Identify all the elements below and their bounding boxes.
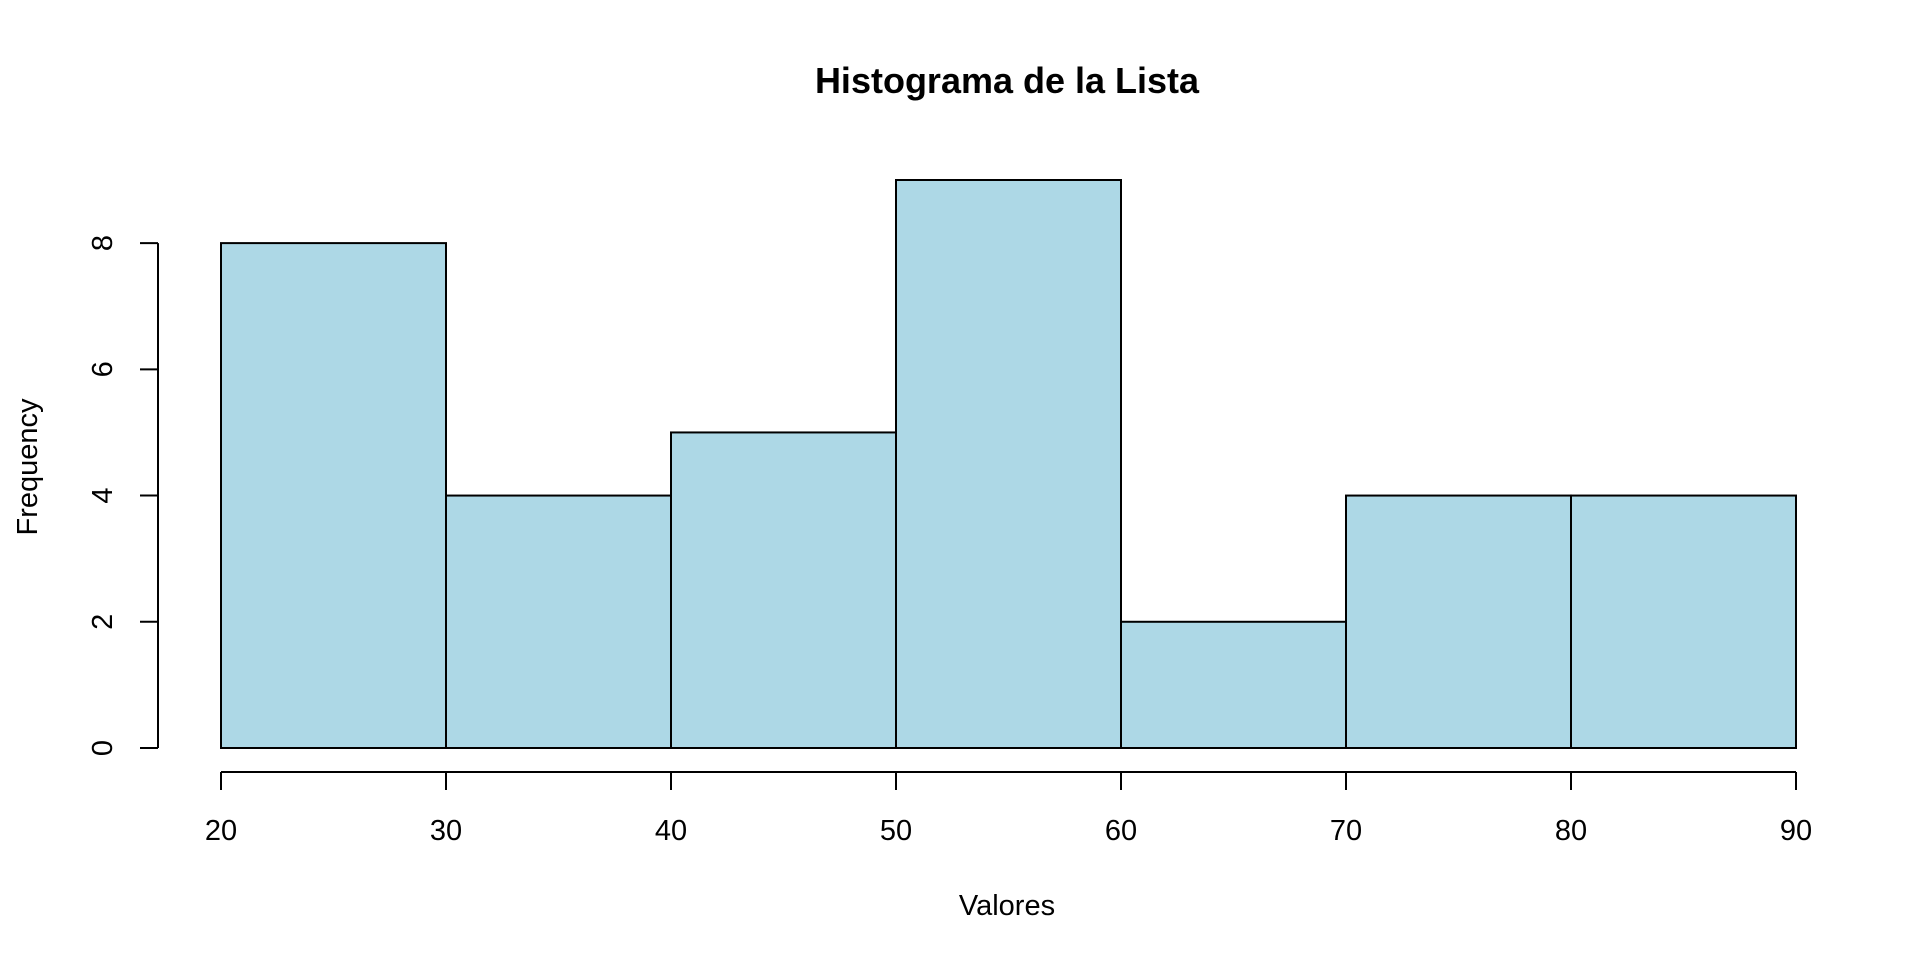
histogram-bar-20-30 xyxy=(220,242,447,749)
y-tick-label: 2 xyxy=(87,614,119,630)
x-tick-label: 60 xyxy=(1105,815,1137,847)
x-tick-label: 50 xyxy=(880,815,912,847)
x-tick-label: 40 xyxy=(655,815,687,847)
histogram-bar-70-80 xyxy=(1345,494,1572,749)
bars-group xyxy=(220,179,1797,749)
x-tick-label: 30 xyxy=(430,815,462,847)
x-axis-label: Valores xyxy=(959,890,1055,922)
y-tick-label: 6 xyxy=(87,361,119,377)
y-tick-label: 4 xyxy=(87,487,119,503)
histogram-bar-80-90 xyxy=(1570,494,1797,749)
histogram-bar-60-70 xyxy=(1120,620,1347,749)
x-tick-label: 80 xyxy=(1555,815,1587,847)
x-axis: 20 30 40 50 60 70 80 90 xyxy=(205,771,1812,847)
y-tick-label: 0 xyxy=(87,740,119,756)
histogram-bar-40-50 xyxy=(670,431,897,749)
histogram-bar-50-60 xyxy=(895,179,1122,749)
x-tick-label: 70 xyxy=(1330,815,1362,847)
histogram-bar-30-40 xyxy=(445,494,672,749)
y-axis: 0 2 4 6 8 xyxy=(87,235,159,756)
chart-title: Histograma de la Lista xyxy=(815,60,1200,101)
y-tick-label: 8 xyxy=(87,235,119,251)
x-tick-label: 90 xyxy=(1780,815,1812,847)
y-axis-label: Frequency xyxy=(12,398,44,536)
x-tick-label: 20 xyxy=(205,815,237,847)
